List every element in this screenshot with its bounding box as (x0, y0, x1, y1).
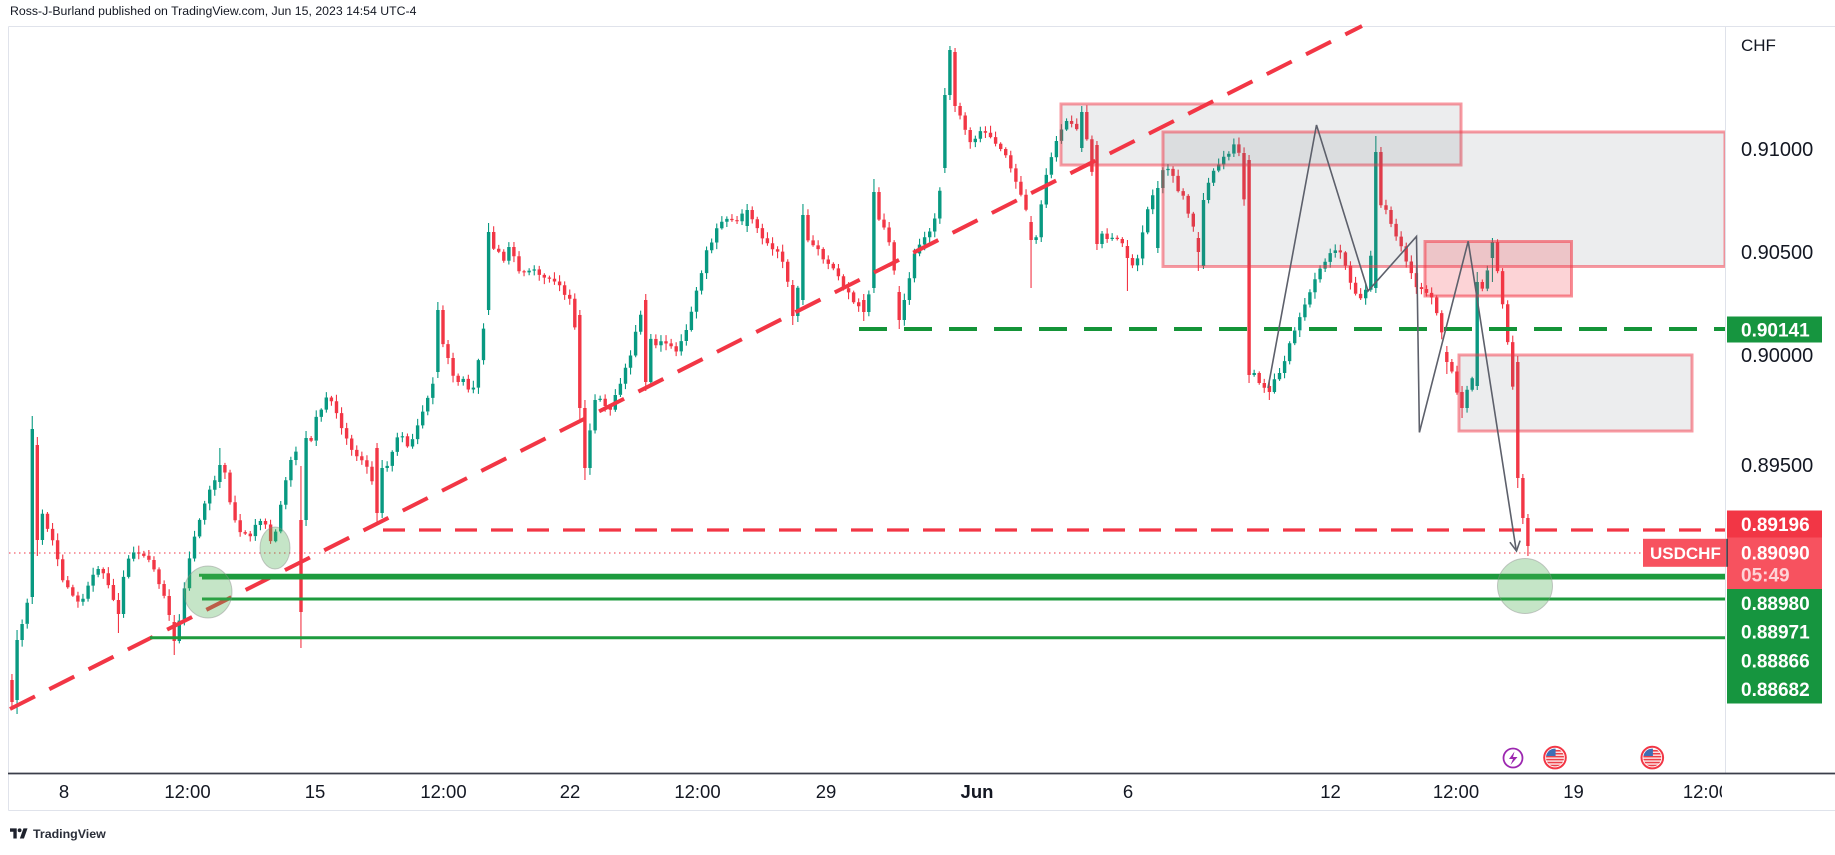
svg-text:12:00: 12:00 (674, 781, 720, 802)
svg-text:USDCHF: USDCHF (1650, 544, 1721, 563)
svg-text:TradingView: TradingView (33, 827, 106, 841)
svg-text:22: 22 (560, 781, 581, 802)
svg-text:0.88866: 0.88866 (1741, 651, 1810, 672)
svg-text:8: 8 (59, 781, 69, 802)
svg-text:0.89196: 0.89196 (1741, 515, 1810, 536)
svg-text:12:00: 12:00 (164, 781, 210, 802)
svg-text:0.90000: 0.90000 (1741, 345, 1813, 367)
svg-text:0.90500: 0.90500 (1741, 242, 1813, 264)
svg-text:0.91000: 0.91000 (1741, 139, 1813, 161)
svg-text:15: 15 (305, 781, 326, 802)
svg-text:0.90141: 0.90141 (1741, 320, 1810, 341)
svg-text:19: 19 (1563, 781, 1584, 802)
svg-text:Jun: Jun (961, 781, 994, 802)
svg-text:0.88682: 0.88682 (1741, 680, 1810, 701)
svg-text:05:49: 05:49 (1741, 565, 1790, 586)
svg-text:12:00: 12:00 (420, 781, 466, 802)
svg-text:29: 29 (816, 781, 837, 802)
svg-text:0.88971: 0.88971 (1741, 623, 1810, 644)
svg-text:12:00: 12:00 (1433, 781, 1479, 802)
svg-text:6: 6 (1123, 781, 1133, 802)
svg-text:0.88980: 0.88980 (1741, 594, 1810, 615)
svg-text:0.89500: 0.89500 (1741, 455, 1813, 477)
svg-text:0.89090: 0.89090 (1741, 543, 1810, 564)
svg-text:12: 12 (1320, 781, 1341, 802)
svg-text:12:00: 12:00 (1683, 781, 1729, 802)
svg-text:CHF: CHF (1741, 36, 1776, 55)
